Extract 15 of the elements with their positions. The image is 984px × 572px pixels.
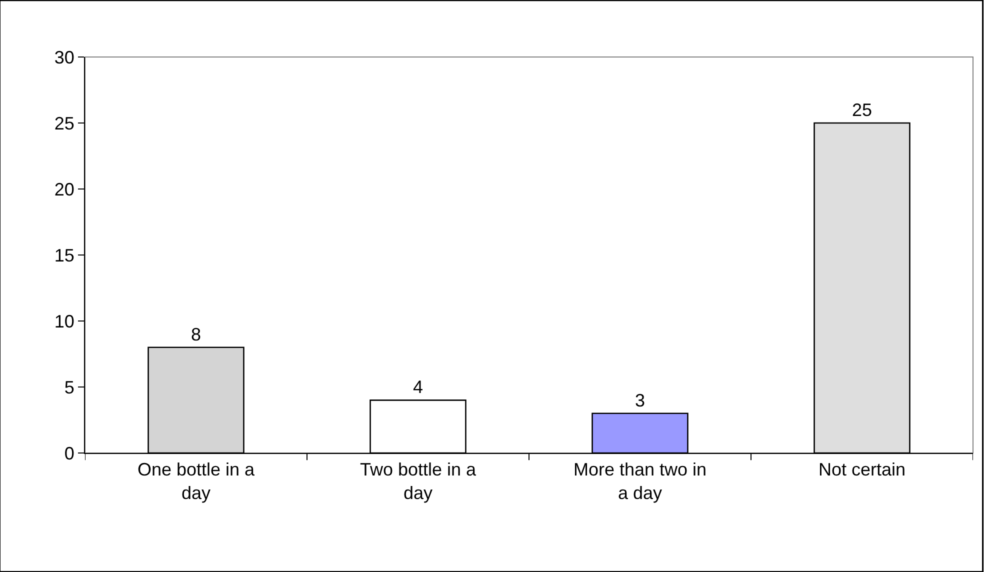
x-tick-label: One bottle in a day — [137, 460, 256, 503]
y-tick-label: 5 — [64, 377, 74, 398]
y-tick-label: 0 — [64, 443, 74, 464]
y-tick-label: 20 — [54, 179, 74, 200]
x-tick-label: Not certain — [818, 460, 906, 480]
y-tick-label: 10 — [54, 311, 74, 332]
data-label: 8 — [190, 324, 202, 344]
data-label: 25 — [852, 100, 872, 120]
x-tick-label: Two bottle in a day — [360, 460, 478, 503]
y-tick-label: 30 — [54, 47, 74, 68]
y-tick-label: 15 — [54, 245, 74, 266]
x-tick-label: More than two in a day — [573, 460, 707, 503]
data-label: 3 — [634, 390, 646, 410]
data-label: 4 — [412, 377, 424, 398]
y-tick-label: 25 — [54, 113, 74, 134]
